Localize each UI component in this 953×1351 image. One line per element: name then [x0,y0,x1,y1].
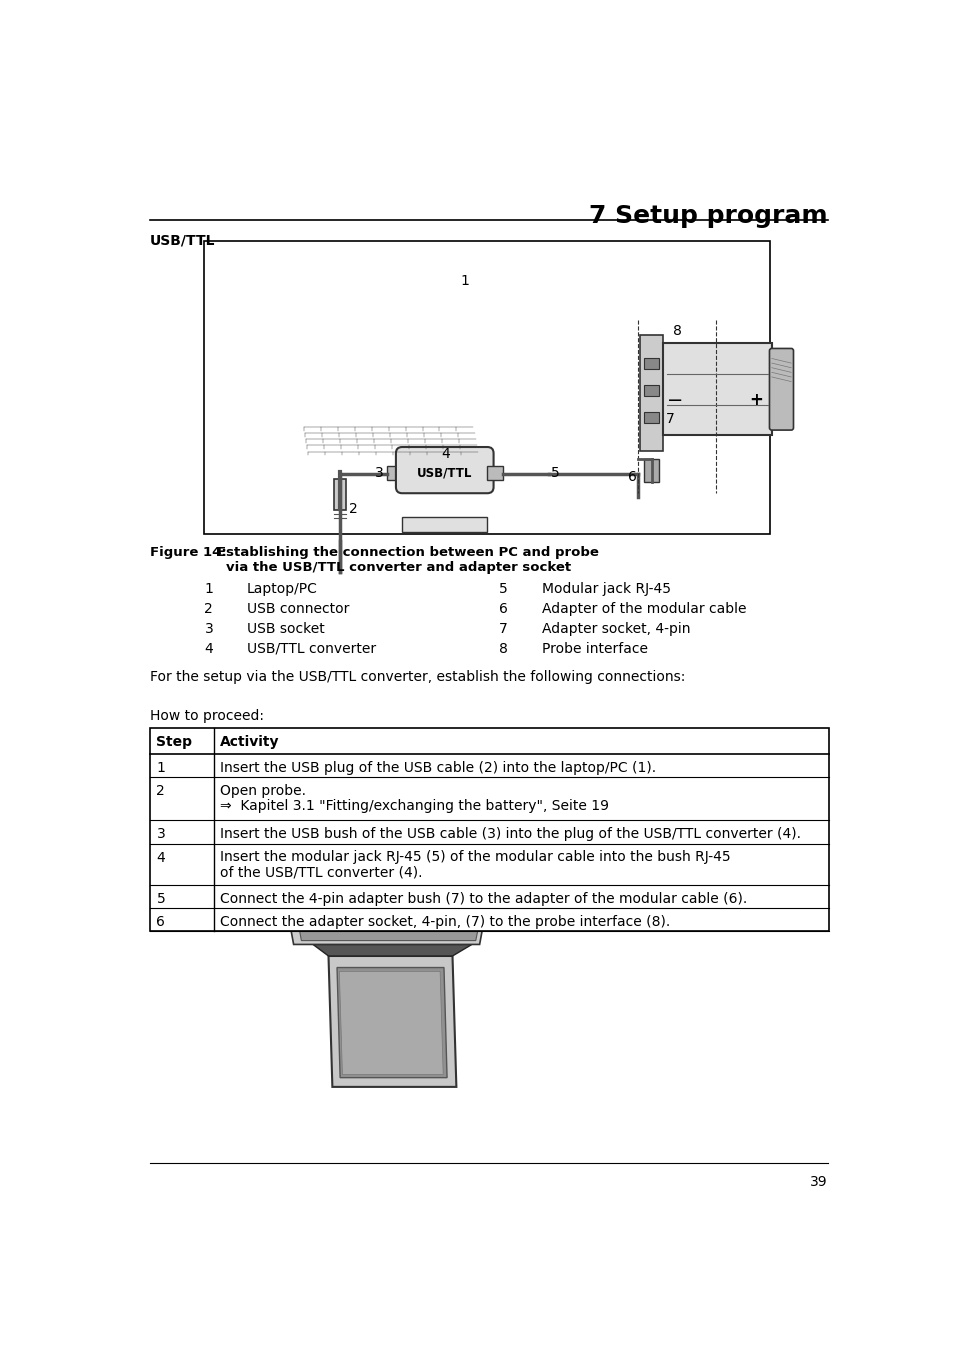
Text: 5: 5 [550,466,559,480]
Text: +: + [748,390,762,409]
Text: ⇒  Kapitel 3.1 "Fitting/exchanging the battery", Seite 19: ⇒ Kapitel 3.1 "Fitting/exchanging the ba… [220,798,608,813]
Text: 1: 1 [156,761,165,775]
Bar [639,335,662,451]
Polygon shape [328,957,456,1088]
Text: Adapter socket, 4-pin: Adapter socket, 4-pin [541,621,689,636]
Bar [402,517,487,532]
Bar [150,728,828,931]
Polygon shape [339,971,443,1074]
Text: 3: 3 [375,466,383,480]
Bar [643,412,659,423]
Text: 2: 2 [349,503,357,516]
Text: 6: 6 [628,470,637,484]
Text: 2: 2 [204,601,213,616]
Polygon shape [294,907,482,940]
Text: 39: 39 [809,1174,827,1189]
Text: 5: 5 [498,582,507,596]
Text: Probe interface: Probe interface [541,642,647,655]
Text: 7: 7 [665,412,674,427]
Text: Connect the adapter socket, 4-pin, (7) to the probe interface (8).: Connect the adapter socket, 4-pin, (7) t… [220,915,670,929]
Text: 1: 1 [204,582,213,596]
Bar [334,480,346,511]
Text: 3: 3 [204,621,213,636]
Text: 8: 8 [673,324,681,338]
Text: USB/TTL converter: USB/TTL converter [247,642,375,655]
Text: 7: 7 [498,621,507,636]
Bar [643,385,659,396]
Text: USB socket: USB socket [247,621,325,636]
Text: Connect the 4-pin adapter bush (7) to the adapter of the modular cable (6).: Connect the 4-pin adapter bush (7) to th… [220,892,746,907]
Polygon shape [286,893,487,902]
Polygon shape [336,967,447,1078]
Text: For the setup via the USB/TTL converter, establish the following connections:: For the setup via the USB/TTL converter,… [150,670,685,685]
Bar [662,343,771,435]
Bar [204,242,769,534]
Polygon shape [286,902,487,944]
Text: Figure 14:: Figure 14: [150,546,227,558]
Text: 7 Setup program: 7 Setup program [588,204,827,228]
Text: 8: 8 [498,642,507,655]
Text: Insert the USB plug of the USB cable (2) into the laptop/PC (1).: Insert the USB plug of the USB cable (2)… [220,761,656,775]
Text: 4: 4 [440,447,449,461]
Text: 6: 6 [156,915,165,929]
Text: 4: 4 [204,642,213,655]
Text: Adapter of the modular cable: Adapter of the modular cable [541,601,745,616]
Bar [487,466,502,480]
Text: 6: 6 [498,601,507,616]
Bar [643,358,659,369]
Text: Open probe.: Open probe. [220,785,306,798]
Text: Insert the USB bush of the USB cable (3) into the plug of the USB/TTL converter : Insert the USB bush of the USB cable (3)… [220,827,801,842]
FancyBboxPatch shape [395,447,493,493]
Text: Establishing the connection between PC and probe: Establishing the connection between PC a… [216,546,598,558]
Text: 3: 3 [156,827,165,842]
Text: USB/TTL: USB/TTL [416,466,472,480]
Polygon shape [313,944,472,957]
Text: Insert the modular jack RJ-45 (5) of the modular cable into the bush RJ-45: Insert the modular jack RJ-45 (5) of the… [220,851,730,865]
Text: Step: Step [156,735,193,748]
Text: Activity: Activity [220,735,279,748]
FancyBboxPatch shape [769,349,793,430]
Text: Laptop/PC: Laptop/PC [247,582,317,596]
Text: Modular jack RJ-45: Modular jack RJ-45 [541,582,670,596]
Bar [643,458,659,482]
Text: 4: 4 [156,851,165,865]
Text: USB connector: USB connector [247,601,349,616]
Text: How to proceed:: How to proceed: [150,709,264,723]
Text: 2: 2 [156,785,165,798]
Text: of the USB/TTL converter (4).: of the USB/TTL converter (4). [220,865,422,880]
Bar [386,466,402,480]
Text: 1: 1 [459,274,469,288]
Text: via the USB/TTL converter and adapter socket: via the USB/TTL converter and adapter so… [226,561,571,574]
Text: −: − [666,390,682,409]
Text: USB/TTL: USB/TTL [150,234,215,247]
Text: 5: 5 [156,892,165,907]
